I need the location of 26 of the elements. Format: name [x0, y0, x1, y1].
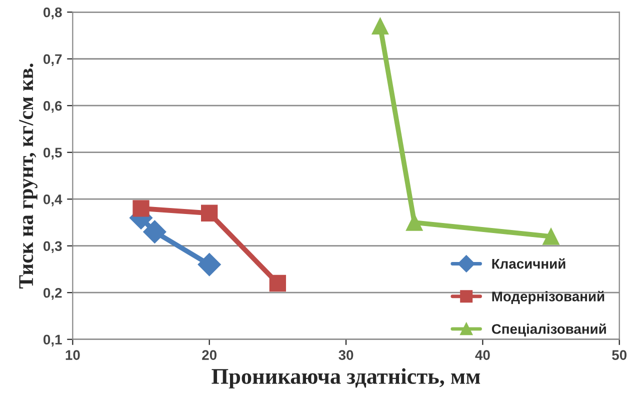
x-axis-title: Проникаюча здатність, мм	[212, 368, 480, 388]
y-tick-label: 0,6	[44, 100, 62, 113]
y-tick-label: 0,8	[44, 7, 62, 20]
y-tick-label: 0,1	[44, 334, 62, 347]
legend-label: Класичний	[492, 258, 566, 269]
y-tick-label: 0,5	[44, 148, 62, 160]
point	[143, 220, 166, 244]
point	[132, 200, 150, 217]
x-tick-label: 30	[338, 350, 354, 360]
point	[201, 204, 218, 222]
x-tick-label: 40	[475, 350, 490, 360]
y-axis-title: Тиск на грунт, кг/см кв.	[19, 64, 38, 288]
x-tick-label: 10	[66, 350, 80, 360]
point	[542, 228, 560, 245]
x-tick-label: 20	[202, 350, 217, 360]
point	[372, 18, 389, 34]
point	[269, 274, 286, 292]
legend-label: Спеціалізований	[492, 323, 606, 337]
legend-label: Модернізований	[492, 290, 604, 304]
y-tick-label: 0,2	[44, 288, 62, 300]
y-tick-label: 0,7	[44, 54, 62, 66]
y-tick-label: 0,4	[44, 194, 62, 206]
point	[198, 253, 221, 276]
y-tick-label: 0,3	[44, 241, 62, 254]
point	[406, 214, 423, 231]
x-tick-label: 50	[612, 350, 627, 360]
